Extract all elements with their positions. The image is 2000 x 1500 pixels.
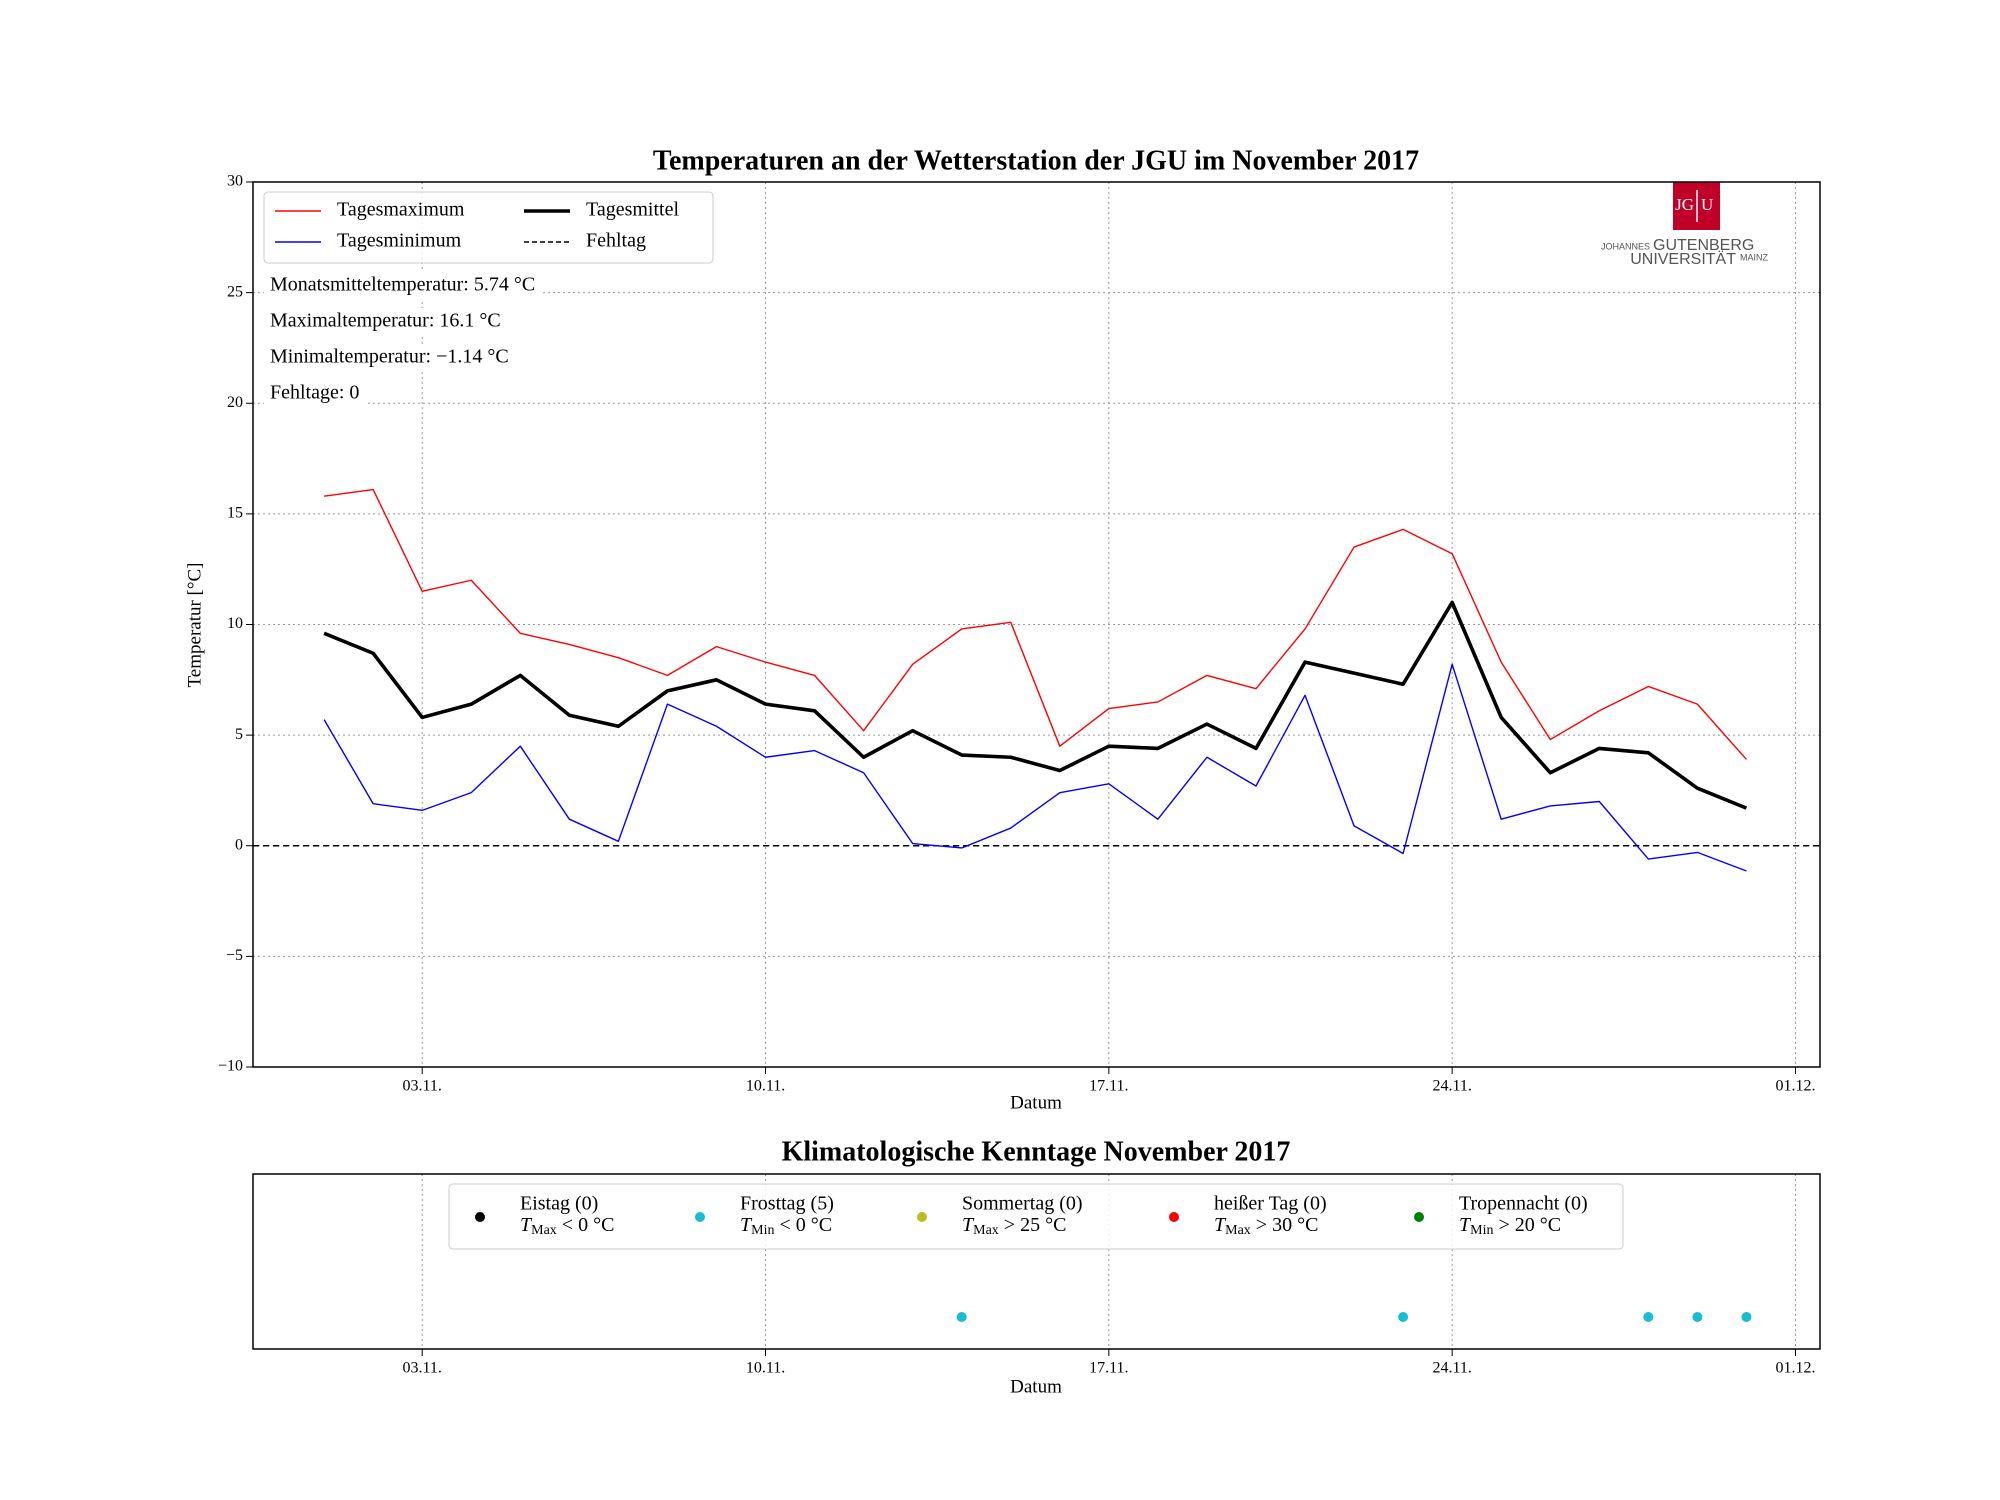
annotation-background [264, 272, 544, 300]
series-line [323, 600, 1748, 810]
y-tick-label: 0 [235, 836, 243, 853]
series-line [324, 488, 1747, 760]
legend-swatch [695, 1212, 705, 1222]
condition-text: < 0 °C [774, 1214, 832, 1236]
legend-condition: TMax > 25 °C [962, 1214, 1066, 1239]
x-axis-label: Datum [1010, 1376, 1062, 1397]
condition-text: > 20 °C [1493, 1214, 1561, 1236]
annotation-background [264, 308, 509, 336]
y-tick-label: 25 [227, 283, 243, 300]
condition-symbol: T [962, 1214, 975, 1236]
chart-title: Klimatologische Kenntage November 2017 [782, 1136, 1291, 1167]
legend-condition: TMin < 0 °C [740, 1214, 832, 1239]
x-tick-label: 01.12. [1775, 1360, 1815, 1377]
legend-condition: TMax > 30 °C [1214, 1214, 1318, 1239]
legend-condition: TMin > 20 °C [1459, 1214, 1561, 1239]
x-tick-label: 03.11. [403, 1078, 442, 1095]
legend-box [448, 1183, 1624, 1250]
y-axis-label: Temperatur [°C] [184, 563, 205, 688]
condition-subscript: Max [1225, 1223, 1251, 1238]
y-tick-label: −10 [218, 1058, 243, 1075]
x-tick-label: 24.11. [1432, 1360, 1471, 1377]
condition-text: > 25 °C [999, 1214, 1067, 1236]
logo-text: MAINZ [1740, 252, 1769, 262]
condition-subscript: Min [1470, 1223, 1493, 1238]
legend-label: Tagesmaximum [337, 199, 465, 221]
y-tick-label: 30 [227, 173, 243, 190]
annotation: Fehltage: 0 [270, 382, 359, 404]
annotation: Monatsmitteltemperatur: 5.74 °C [270, 274, 535, 296]
y-tick-label: −5 [226, 947, 243, 964]
x-axis-label: Datum [1010, 1092, 1062, 1113]
legend-label: Tagesmittel [586, 199, 679, 221]
legend-swatch [475, 1212, 485, 1222]
condition-symbol: T [740, 1214, 753, 1236]
logo-text: UNIVERSITÄT [1630, 250, 1736, 268]
legend-swatch [1414, 1212, 1424, 1222]
legend-label: heißer Tag (0) [1214, 1193, 1327, 1215]
chart-title: Temperaturen an der Wetterstation der JG… [653, 145, 1419, 176]
y-tick-label: 5 [235, 726, 243, 743]
condition-text: > 30 °C [1251, 1214, 1319, 1236]
logo-text: JG [1675, 195, 1694, 214]
legend-swatch [917, 1212, 927, 1222]
series-line [323, 663, 1747, 872]
x-tick-label: 17.11. [1089, 1078, 1128, 1095]
legend-label: Eistag (0) [520, 1193, 598, 1215]
legend-condition: TMax < 0 °C [520, 1214, 614, 1239]
plot-frame [252, 1173, 1821, 1350]
y-tick-label: 15 [227, 505, 243, 522]
condition-subscript: Min [751, 1223, 774, 1238]
condition-symbol: T [520, 1214, 533, 1236]
y-tick-label: 10 [227, 615, 243, 632]
condition-symbol: T [1459, 1214, 1472, 1236]
x-tick-label: 01.12. [1775, 1078, 1815, 1095]
condition-symbol: T [1214, 1214, 1227, 1236]
legend-label: Tagesminimum [337, 230, 462, 252]
legend-label: Tropennacht (0) [1459, 1193, 1588, 1215]
x-tick-label: 24.11. [1432, 1078, 1471, 1095]
legend-label: Frosttag (5) [740, 1193, 834, 1215]
logo-text: U [1701, 195, 1713, 214]
annotation: Maximaltemperatur: 16.1 °C [270, 310, 501, 332]
condition-text: < 0 °C [557, 1214, 615, 1236]
x-tick-label: 10.11. [746, 1360, 785, 1377]
point [1643, 1312, 1654, 1322]
condition-subscript: Max [973, 1223, 999, 1238]
legend-label: Sommertag (0) [962, 1193, 1083, 1215]
logo-text: JOHANNES [1601, 241, 1650, 251]
condition-subscript: Max [531, 1223, 557, 1238]
annotation-background [264, 344, 517, 372]
point [1741, 1312, 1752, 1322]
y-tick-label: 20 [227, 394, 243, 411]
x-tick-label: 17.11. [1089, 1360, 1128, 1377]
logo-text: GUTENBERG [1653, 237, 1754, 254]
point [1398, 1312, 1409, 1322]
legend-label: Fehltag [586, 230, 646, 252]
logo: JG U JOHANNES GUTENBERG UNIVERSITÄT MAIN… [1601, 182, 1769, 268]
legend-box [263, 191, 714, 264]
point [956, 1312, 967, 1322]
plot-frame [252, 181, 1821, 1068]
legend-swatch [1169, 1212, 1179, 1222]
x-tick-label: 10.11. [746, 1078, 785, 1095]
annotation: Minimaltemperatur: −1.14 °C [270, 346, 509, 368]
x-tick-label: 03.11. [403, 1360, 442, 1377]
point [1692, 1312, 1703, 1322]
annotation-background [264, 380, 368, 408]
